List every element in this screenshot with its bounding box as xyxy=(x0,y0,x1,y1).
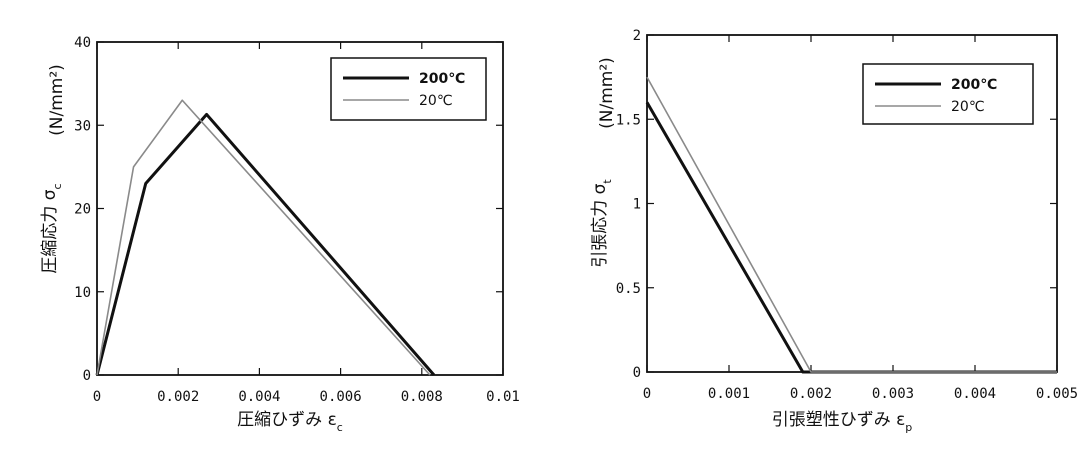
x-tick-label: 0.008 xyxy=(401,389,443,405)
series-line-0 xyxy=(95,112,436,376)
x-tick-label: 0 xyxy=(93,389,101,405)
series-line-1 xyxy=(96,99,431,376)
compression-chart: 0 0.002 0.004 0.006 0.008 0.01 0 10 20 30 40 200℃ 20… xyxy=(40,35,520,434)
series-line-0 xyxy=(645,101,1057,374)
legend-label-0: 200℃ xyxy=(419,71,465,87)
y-tick-label: 40 xyxy=(74,35,91,51)
tension-chart: 0 0.001 0.002 0.003 0.004 0.005 0 0.5 1 1.5 2 200℃ 2… xyxy=(590,28,1078,434)
x-axis-label-sub: p xyxy=(905,421,912,434)
legend-label-1: 20℃ xyxy=(419,93,453,109)
x-tick-label: 0 xyxy=(643,386,651,402)
x-tick-label: 0.006 xyxy=(320,389,362,405)
x-tick-label: 0.001 xyxy=(708,386,750,402)
x-tick-label: 0.005 xyxy=(1036,386,1078,402)
y-tick-label: 0 xyxy=(83,368,91,384)
series-line-1 xyxy=(646,76,1057,373)
x-tick-label: 0.01 xyxy=(486,389,520,405)
legend-label-1: 20℃ xyxy=(951,99,985,115)
y-tick-label: 2 xyxy=(633,28,641,44)
y-tick-label: 20 xyxy=(74,202,91,218)
legend-box xyxy=(862,63,1034,125)
y-tick-label: 0.5 xyxy=(616,281,641,297)
x-tick-label: 0.003 xyxy=(872,386,914,402)
y-axis-label: 圧縮応力 σc xyxy=(40,183,64,273)
y-tick-label: 30 xyxy=(74,118,91,134)
x-tick-label: 0.004 xyxy=(954,386,996,402)
y-axis-label-sub: c xyxy=(51,183,64,189)
y-tick-label: 10 xyxy=(74,285,91,301)
y-axis-label: 引張応力 σt xyxy=(590,179,614,268)
y-tick-label: 1 xyxy=(633,197,641,213)
y-tick-label: 1.5 xyxy=(616,112,641,128)
y-axis-label-sub: t xyxy=(601,179,614,184)
y-axis-unit: (N/mm²) xyxy=(47,64,67,136)
y-axis-unit: (N/mm²) xyxy=(597,57,617,129)
legend-box xyxy=(330,57,487,121)
x-axis-label: 引張塑性ひずみ εp xyxy=(772,410,913,434)
x-tick-label: 0.002 xyxy=(790,386,832,402)
x-tick-label: 0.002 xyxy=(157,389,199,405)
x-axis-label-sub: c xyxy=(337,421,343,434)
legend-label-0: 200℃ xyxy=(951,77,997,93)
x-tick-label: 0.004 xyxy=(238,389,280,405)
y-tick-label: 0 xyxy=(633,365,641,381)
x-axis-label: 圧縮ひずみ εc xyxy=(237,410,343,434)
